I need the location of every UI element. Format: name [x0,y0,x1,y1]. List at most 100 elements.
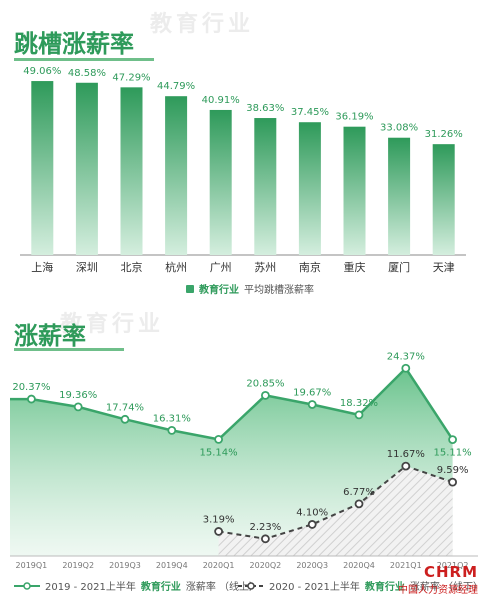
series-area [218,466,453,556]
line-chart-title: 涨薪率 [14,322,86,350]
bar-value-label: 31.26% [425,129,463,140]
data-point [73,402,83,412]
x-tick-label: 2020Q1 [203,561,235,570]
data-point [354,499,364,509]
legend-b-suffix: 涨薪率 （线下） [409,582,484,593]
data-point [448,477,458,487]
data-label: 9.59% [437,465,469,476]
bar-value-label: 40.91% [202,95,240,106]
data-point [26,394,36,404]
legend-b-green: 教育行业 [364,582,405,593]
bar [254,118,277,255]
legend-b-prefix: 2020 - 2021上半年 [269,582,360,593]
brand-watermark: CHRM 中国人力资源经理 [398,563,478,596]
x-tick-label: 2021Q2 [437,561,469,570]
data-label: 19.67% [293,387,331,398]
bar [165,96,188,255]
data-label: 6.77% [343,487,375,498]
x-tick-label: 上海 [31,260,53,274]
x-tick-label: 天津 [433,261,455,274]
line-legend-a: 2019 - 2021上半年 教育行业 涨薪率 （线上） [14,578,259,593]
data-point [448,435,458,444]
data-point [401,461,411,471]
bar [75,82,98,256]
series-line [218,464,453,540]
legend-series-name: 教育行业 [199,285,239,296]
title-underline [14,58,154,61]
line-legend-b: 2020 - 2021上半年 教育行业 涨薪率 （线下） [238,578,483,593]
bar [298,122,321,256]
legend-a-prefix: 2019 - 2021上半年 [45,582,136,593]
title-underline [14,348,124,351]
data-label: 20.37% [12,382,50,393]
bar-value-label: 47.29% [112,72,150,83]
legend-a-green: 教育行业 [140,582,181,593]
bar-chart: 49.06% 上海 48.58% 深圳 47.29% 北京 44.79% 杭州 40.91% 广州… [20,66,466,274]
x-tick-label: 苏州 [254,261,276,274]
x-tick-label: 南京 [299,260,321,274]
bar [120,87,143,256]
brand-logo: CHRM [423,563,478,581]
legend-swatch [186,284,194,293]
data-label: 16.31% [153,413,191,424]
bar-value-label: 48.58% [68,68,106,79]
x-tick-label: 北京 [121,260,143,274]
x-tick-label: 厦门 [388,260,410,274]
data-label: 18.32% [340,398,378,409]
bar-value-label: 33.08% [380,123,418,134]
x-tick-label: 2019Q2 [62,561,94,570]
bar-chart-title: 跳槽涨薪率 [14,30,134,58]
data-point [120,414,130,424]
x-tick-label: 2019Q3 [109,561,141,570]
data-label: 11.67% [387,449,425,460]
x-tick-label: 2020Q4 [343,561,375,570]
data-label: 20.85% [246,378,284,389]
data-point [401,363,411,373]
watermark-bottom: 教育行业 [60,312,165,337]
bar [343,126,366,255]
data-label: 3.19% [203,514,235,525]
data-label: 19.36% [59,390,97,401]
x-tick-label: 2020Q2 [250,561,282,570]
x-tick-label: 2020Q3 [296,561,328,570]
x-tick-label: 2019Q1 [16,561,48,570]
series-area [10,368,453,556]
data-point [167,425,177,435]
x-tick-label: 杭州 [165,260,187,274]
x-tick-label: 2019Q4 [156,561,188,570]
x-tick-label: 广州 [210,261,232,274]
data-point [214,434,224,444]
watermark-top: 教育行业 [150,12,255,37]
data-point [260,390,270,400]
legend-line-solid-icon [14,581,40,590]
data-label: 2.23% [250,522,282,533]
x-tick-label: 2021Q1 [390,561,422,570]
data-label: 15.11% [434,448,472,459]
data-label: 17.74% [106,402,144,413]
bar [388,137,411,255]
bar-value-label: 36.19% [335,112,373,123]
bar [209,109,232,256]
bar-legend: 教育行业 平均跳槽涨薪率 [186,281,314,296]
data-point [260,534,270,544]
line-chart: 2019Q1 2019Q2 2019Q3 2019Q4 2020Q1 2020Q2 2020… [10,351,478,570]
x-tick-label: 深圳 [76,261,98,274]
x-tick-label: 重庆 [344,260,366,274]
data-point [214,527,224,536]
brand-subtitle: 中国人力资源经理 [398,585,478,596]
data-label: 4.10% [296,507,328,518]
data-label: 15.14% [200,447,238,458]
bar [432,144,455,255]
data-point [354,410,364,420]
bar-value-label: 38.63% [246,103,284,114]
legend-line-dashed-icon [238,581,264,590]
bar-value-label: 49.06% [23,66,61,77]
data-label: 24.37% [387,351,425,362]
legend-a-suffix: 涨薪率 （线上） [185,582,260,593]
bar-value-label: 37.45% [291,107,329,118]
bar-value-label: 44.79% [157,81,195,92]
data-point [307,520,317,529]
bar [31,81,54,255]
data-point [307,400,317,409]
